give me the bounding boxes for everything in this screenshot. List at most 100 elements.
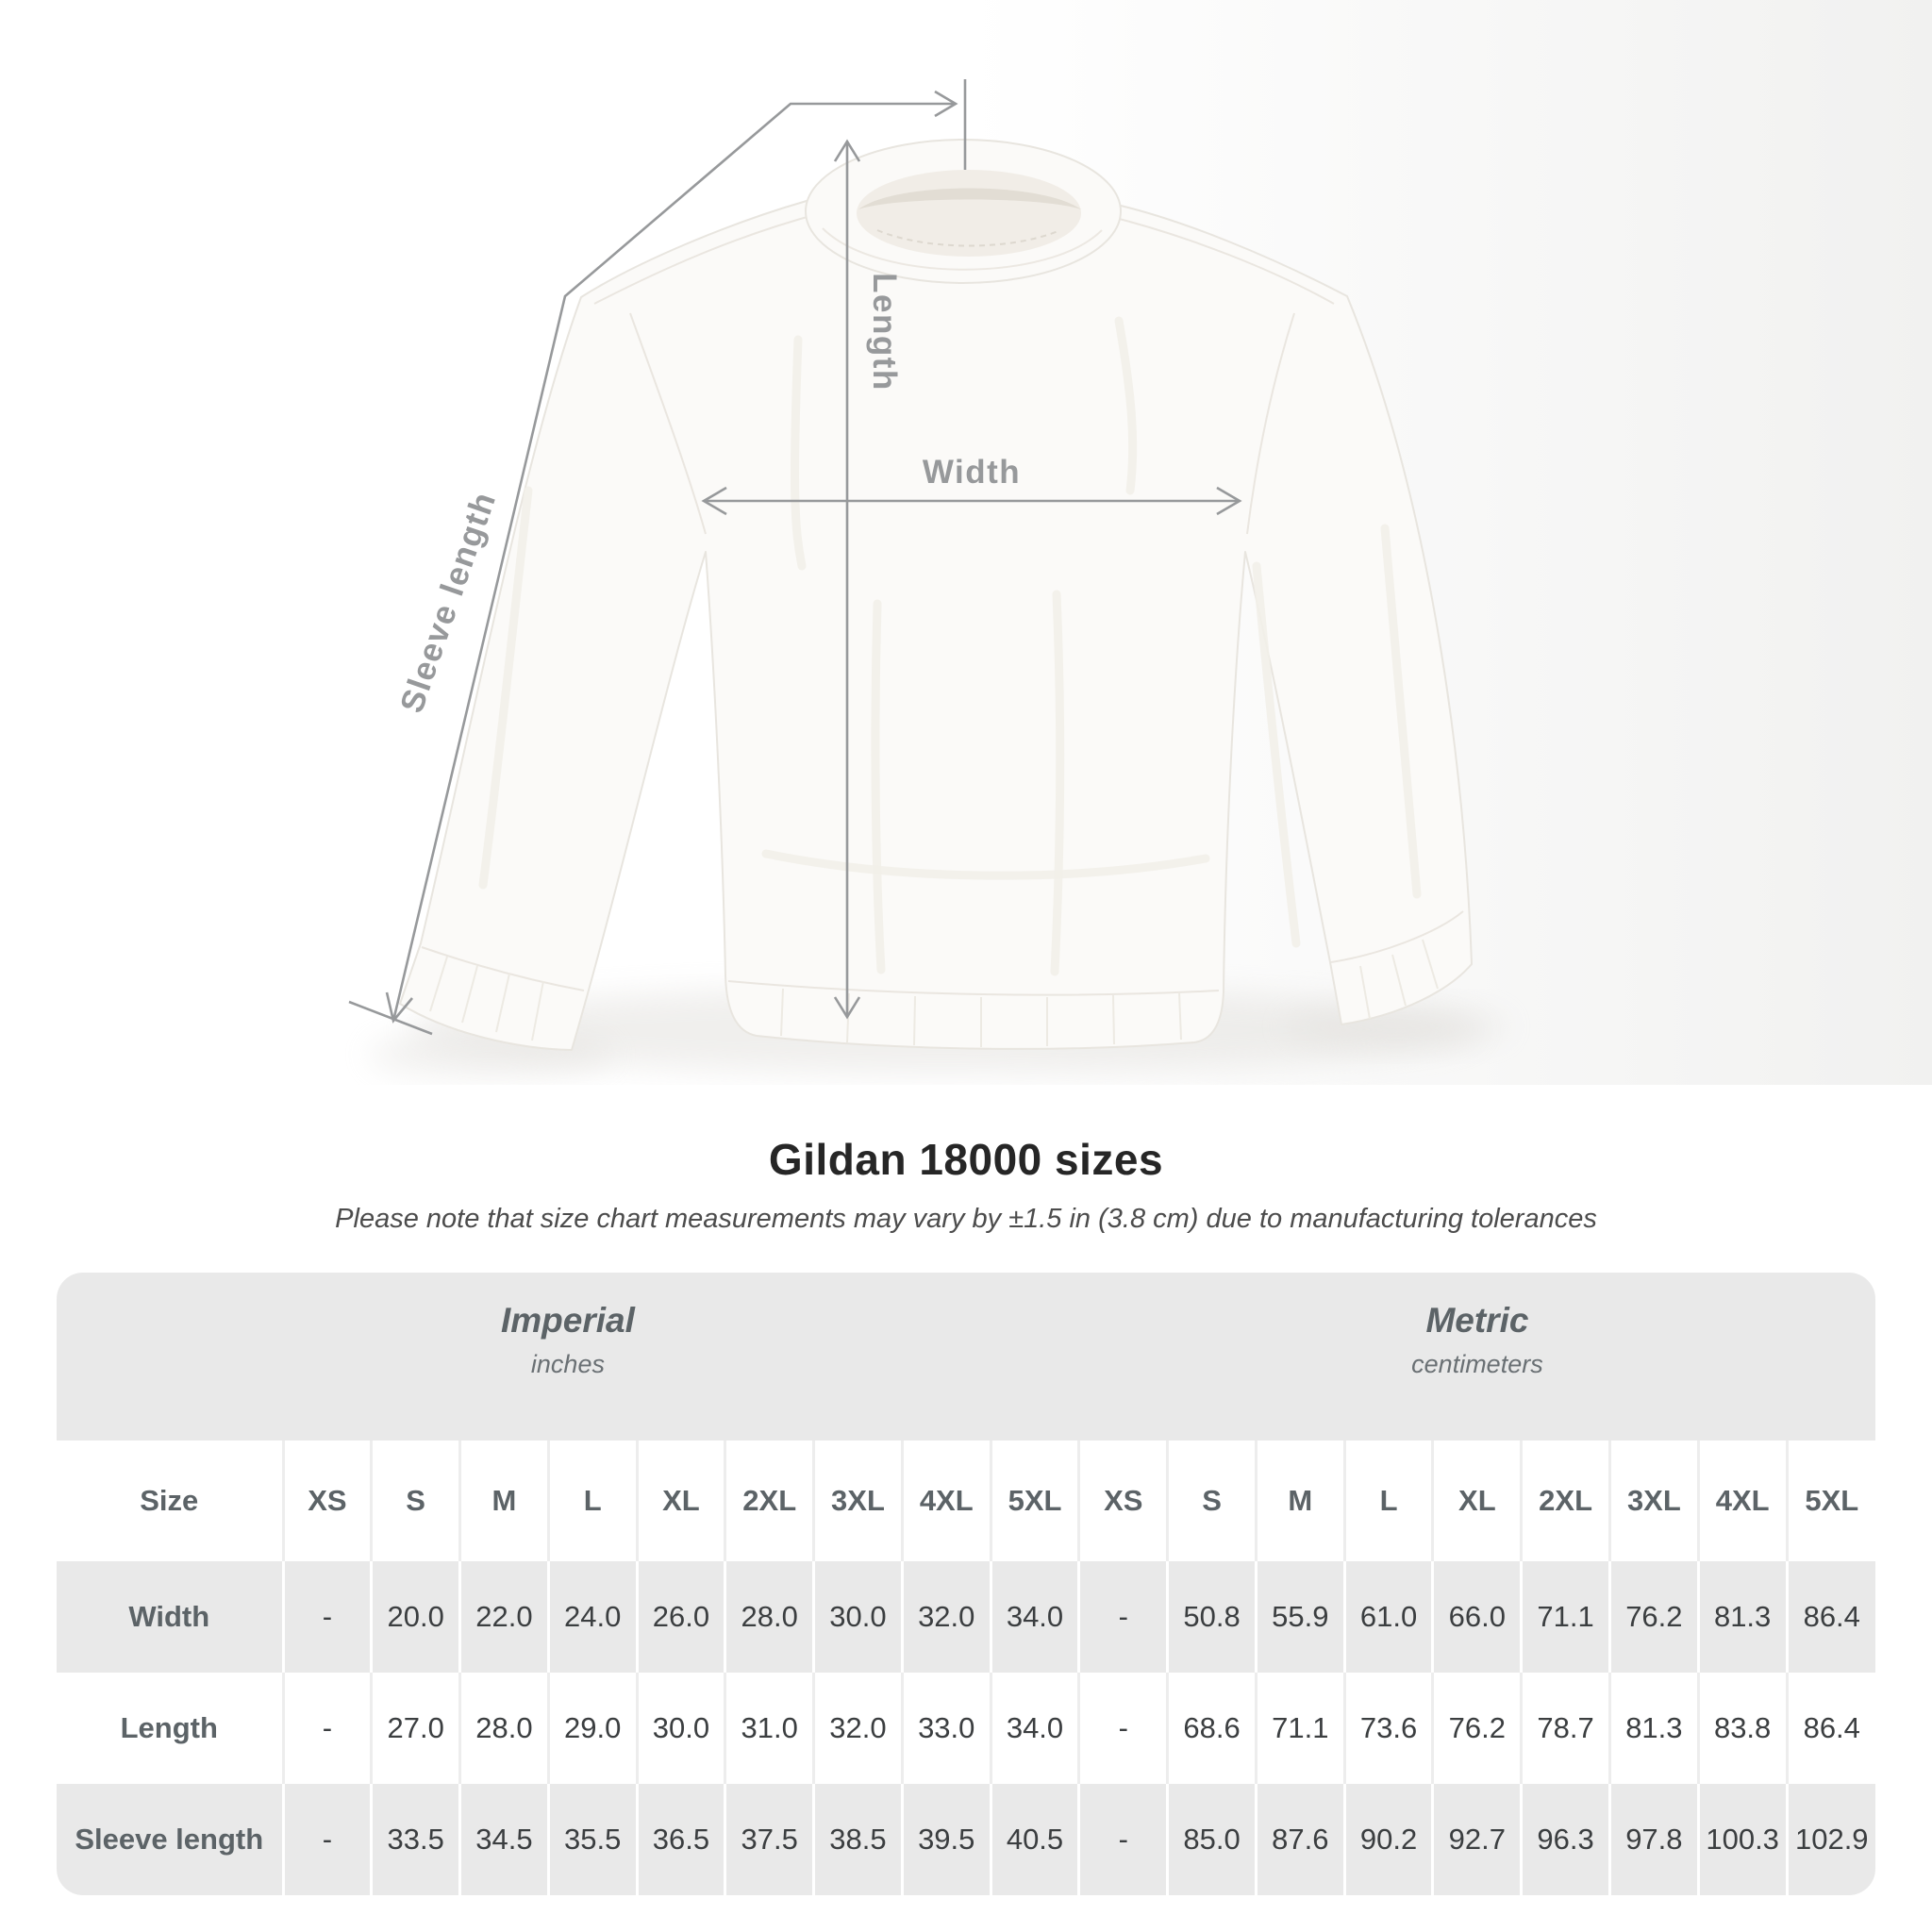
size-col-header: 3XL [1607, 1441, 1699, 1561]
value-cell: 36.5 [635, 1784, 725, 1895]
cuff-tick [348, 1000, 433, 1036]
size-col-header: XL [635, 1441, 725, 1561]
value-cell: 86.4 [1785, 1561, 1875, 1673]
value-cell: - [1077, 1673, 1168, 1784]
table-row-length: Length - 27.0 28.0 29.0 30.0 31.0 32.0 3… [57, 1673, 1875, 1784]
value-cell: 37.5 [724, 1784, 814, 1895]
value-cell: 20.0 [370, 1561, 460, 1673]
unit-group-row: Imperial inches Metric centimeters [57, 1273, 1875, 1441]
value-cell: 34.0 [989, 1561, 1079, 1673]
width-label: Width [923, 454, 1021, 491]
value-cell: - [281, 1784, 372, 1895]
size-col-header: M [458, 1441, 549, 1561]
value-cell: 34.5 [458, 1784, 549, 1895]
value-cell: 81.3 [1696, 1561, 1788, 1673]
size-col-header: XS [281, 1441, 372, 1561]
value-cell: 29.0 [546, 1673, 638, 1784]
size-col-header: S [370, 1441, 460, 1561]
value-cell: 92.7 [1431, 1784, 1522, 1895]
value-cell: 28.0 [458, 1673, 549, 1784]
size-col-header: L [546, 1441, 638, 1561]
imperial-label: Imperial [500, 1301, 635, 1340]
size-col-header: M [1254, 1441, 1345, 1561]
value-cell: 87.6 [1254, 1784, 1345, 1895]
length-arrow [833, 139, 861, 1020]
value-cell: 30.0 [812, 1561, 903, 1673]
value-cell: 96.3 [1520, 1784, 1610, 1895]
value-cell: 73.6 [1342, 1673, 1433, 1784]
size-col-header: XL [1431, 1441, 1522, 1561]
value-cell: 78.7 [1520, 1673, 1610, 1784]
value-cell: 86.4 [1785, 1673, 1875, 1784]
chart-title: Gildan 18000 sizes [768, 1135, 1164, 1184]
size-col-header: 2XL [724, 1441, 814, 1561]
value-cell: 61.0 [1342, 1561, 1433, 1673]
length-label: Length [866, 273, 903, 391]
value-cell: 38.5 [812, 1784, 903, 1895]
value-cell: 28.0 [724, 1561, 814, 1673]
value-cell: 26.0 [635, 1561, 725, 1673]
sleeve-length-arrow [348, 79, 967, 1036]
value-cell: 27.0 [370, 1673, 460, 1784]
value-cell: 33.5 [370, 1784, 460, 1895]
table-row-sleeve-length: Sleeve length - 33.5 34.5 35.5 36.5 37.5… [57, 1784, 1875, 1895]
value-cell: 50.8 [1166, 1561, 1257, 1673]
size-col-header: S [1166, 1441, 1257, 1561]
size-col-header: L [1342, 1441, 1433, 1561]
value-cell: 85.0 [1166, 1784, 1257, 1895]
imperial-group-header: Imperial inches [57, 1273, 1079, 1441]
imperial-unit: inches [530, 1350, 605, 1378]
value-cell: 90.2 [1342, 1784, 1433, 1895]
size-col-header: 3XL [812, 1441, 903, 1561]
sweatshirt-illustration [399, 139, 1473, 1051]
tolerance-note: Please note that size chart measurements… [335, 1204, 1597, 1234]
value-cell: 24.0 [546, 1561, 638, 1673]
size-col-header: 4XL [900, 1441, 991, 1561]
value-cell: 35.5 [546, 1784, 638, 1895]
product-diagram: Length Width Sleeve length [0, 0, 1932, 1085]
value-cell: 34.0 [989, 1673, 1079, 1784]
value-cell: - [1077, 1561, 1168, 1673]
size-chart: Imperial inches Metric centimeters Size … [57, 1273, 1875, 1895]
size-header: Size [57, 1441, 283, 1561]
row-label-length: Length [57, 1673, 283, 1784]
width-arrow [701, 486, 1242, 516]
size-col-header: 5XL [989, 1441, 1079, 1561]
value-cell: - [281, 1561, 372, 1673]
value-cell: 97.8 [1607, 1784, 1699, 1895]
metric-group-header: Metric centimeters [1078, 1273, 1875, 1441]
value-cell: 102.9 [1785, 1784, 1875, 1895]
value-cell: 32.0 [812, 1673, 903, 1784]
value-cell: 39.5 [900, 1784, 991, 1895]
row-label-sleeve-length: Sleeve length [57, 1784, 283, 1895]
size-col-header: XS [1077, 1441, 1168, 1561]
sweatshirt-diagram: Length Width Sleeve length [0, 0, 1932, 1085]
value-cell: 83.8 [1696, 1673, 1788, 1784]
value-cell: 100.3 [1696, 1784, 1788, 1895]
value-cell: 66.0 [1431, 1561, 1522, 1673]
size-header-row: Size XS S M L XL 2XL 3XL 4XL 5XL XS S M … [57, 1441, 1875, 1561]
value-cell: 76.2 [1431, 1673, 1522, 1784]
value-cell: 71.1 [1254, 1673, 1345, 1784]
row-label-width: Width [57, 1561, 283, 1673]
value-cell: 40.5 [989, 1784, 1079, 1895]
value-cell: 31.0 [724, 1673, 814, 1784]
size-chart-table: Imperial inches Metric centimeters Size … [57, 1273, 1875, 1895]
value-cell: - [1077, 1784, 1168, 1895]
metric-label: Metric [1425, 1301, 1529, 1340]
value-cell: 76.2 [1607, 1561, 1699, 1673]
value-cell: 22.0 [458, 1561, 549, 1673]
table-row-width: Width - 20.0 22.0 24.0 26.0 28.0 30.0 32… [57, 1561, 1875, 1673]
value-cell: 55.9 [1254, 1561, 1345, 1673]
size-col-header: 2XL [1520, 1441, 1610, 1561]
value-cell: 30.0 [635, 1673, 725, 1784]
size-col-header: 4XL [1696, 1441, 1788, 1561]
size-col-header: 5XL [1785, 1441, 1875, 1561]
value-cell: - [281, 1673, 372, 1784]
value-cell: 71.1 [1520, 1561, 1610, 1673]
metric-unit: centimeters [1411, 1350, 1543, 1378]
value-cell: 32.0 [900, 1561, 991, 1673]
collar [805, 139, 1122, 284]
value-cell: 33.0 [900, 1673, 991, 1784]
